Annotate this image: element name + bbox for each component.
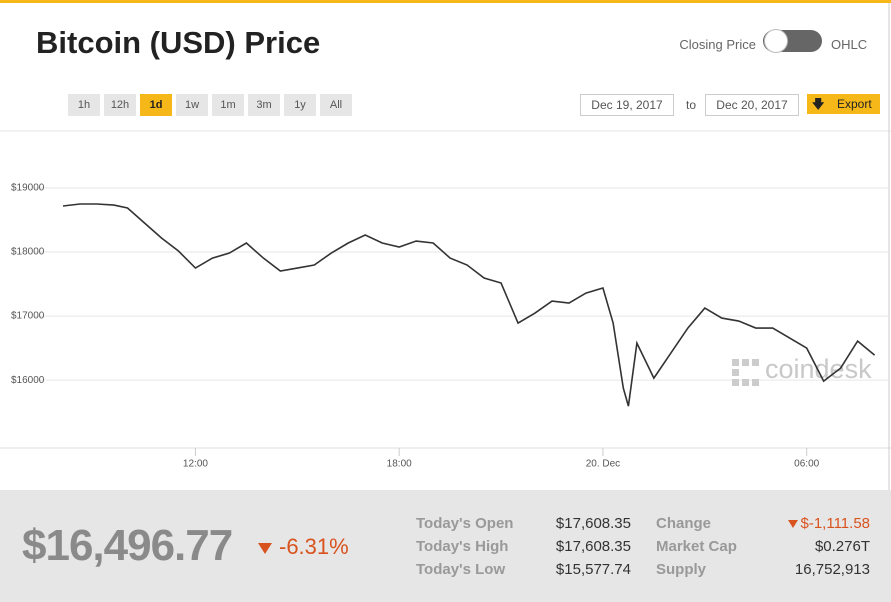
date-from[interactable]: Dec 19, 2017: [580, 94, 674, 116]
x-tick-label: 06:00: [794, 459, 819, 470]
date-to[interactable]: Dec 20, 2017: [705, 94, 799, 116]
stat-value: $0.276T: [814, 538, 870, 555]
x-tick-label: 18:00: [387, 459, 412, 470]
stat-value: 16,752,913: [794, 561, 870, 578]
stat-value: $17,608.35: [555, 515, 631, 532]
toggle-knob: [764, 29, 788, 53]
watermark: coindesk: [765, 354, 872, 384]
y-tick-label: $16000: [11, 375, 45, 386]
title: Bitcoin (USD) Price: [36, 25, 321, 60]
range-button[interactable]: 12h: [104, 94, 136, 116]
price: $16,496.77: [22, 521, 233, 570]
stat-label: Today's Low: [416, 561, 506, 578]
watermark-dot: [742, 359, 749, 366]
change-percent: -6.31%: [279, 534, 349, 559]
watermark-dot: [732, 359, 739, 366]
toggle-label: OHLC: [831, 37, 868, 52]
range-button[interactable]: 1w: [176, 94, 208, 116]
range-button[interactable]: 1y: [284, 94, 316, 116]
x-tick-label: 12:00: [183, 459, 208, 470]
summary-panel: [0, 490, 891, 602]
stat-value: $17,608.35: [555, 538, 631, 555]
range-button[interactable]: 1h: [68, 94, 100, 116]
chart: $16000 $17000 $18000 $19000 12:00 18:00 20. De…: [0, 3, 891, 490]
stat-label: Today's High: [416, 538, 509, 555]
watermark-dot: [752, 379, 759, 386]
y-tick-label: $19000: [11, 183, 45, 194]
watermark-icon: [732, 359, 759, 386]
stat-label: Market Cap: [656, 538, 737, 555]
y-tick-label: $18000: [11, 247, 45, 258]
stat-label: Today's Open: [416, 515, 514, 532]
x-tick-label: 20. Dec: [586, 459, 620, 470]
down-arrow: [788, 520, 798, 528]
stat-value: $15,577.74: [555, 561, 631, 578]
y-tick-label: $17000: [11, 311, 45, 322]
range-buttons: 1h 12h 1d 1w 1m 3m 1y All: [68, 94, 352, 116]
price-line: [62, 203, 876, 407]
export-label: Export: [837, 97, 872, 111]
range-button[interactable]: 3m: [248, 94, 280, 116]
watermark-dot: [742, 379, 749, 386]
down-arrow: [258, 543, 272, 554]
watermark-dot: [732, 369, 739, 376]
stat-value: $-1,111.58: [800, 515, 871, 532]
watermark-dot: [732, 379, 739, 386]
watermark-dot: [752, 359, 759, 366]
stat-label: Change: [656, 515, 712, 532]
stat-label: Supply: [656, 561, 707, 578]
range-button[interactable]: All: [320, 94, 352, 116]
range-button[interactable]: 1m: [212, 94, 244, 116]
export-icon: 🡇: [812, 97, 825, 111]
toggle-label: Closing Price: [679, 37, 756, 52]
export-button[interactable]: 🡇 Export: [807, 94, 880, 114]
date-separator: to: [686, 98, 697, 112]
range-button[interactable]: 1d: [140, 94, 172, 116]
